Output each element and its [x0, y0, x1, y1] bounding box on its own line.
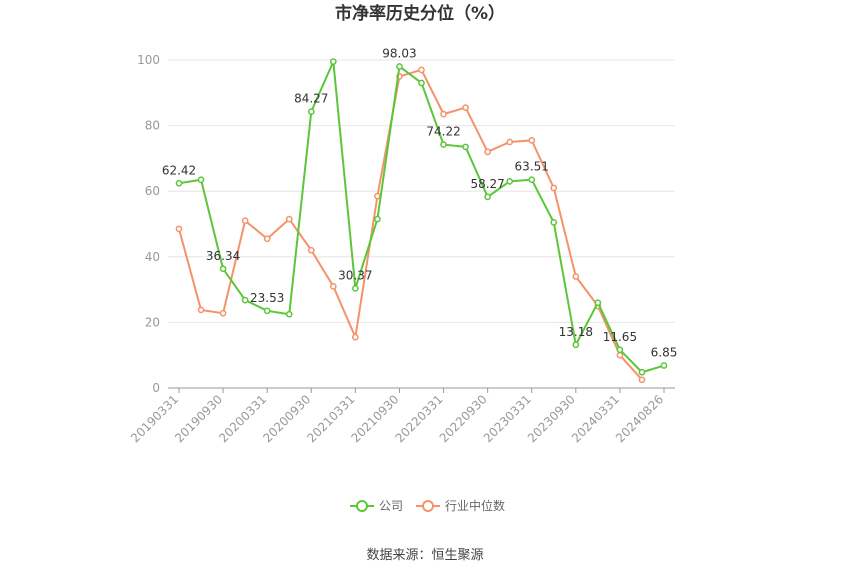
data-label: 30.37	[338, 268, 372, 282]
data-point[interactable]	[396, 63, 403, 70]
chart-title: 市净率历史分位（%）	[335, 3, 505, 24]
data-point[interactable]	[219, 265, 227, 273]
data-point[interactable]	[285, 215, 293, 223]
y-tick-label: 0	[152, 381, 160, 395]
data-point[interactable]	[307, 108, 315, 115]
data-point[interactable]	[329, 58, 337, 65]
legend-marker	[422, 500, 434, 512]
data-label: 58.27	[470, 177, 504, 191]
data-point[interactable]	[440, 110, 447, 118]
data-label: 23.53	[250, 291, 284, 305]
data-point[interactable]	[197, 306, 205, 314]
data-label: 62.42	[162, 163, 196, 177]
series-lines	[175, 58, 668, 384]
data-point[interactable]	[528, 176, 536, 184]
data-point[interactable]	[352, 333, 359, 341]
data-point[interactable]	[616, 346, 624, 354]
data-label: 98.03	[382, 46, 416, 60]
data-point[interactable]	[418, 66, 425, 74]
data-point[interactable]	[638, 376, 646, 384]
data-label: 6.85	[651, 346, 678, 360]
data-point[interactable]	[550, 184, 558, 192]
data-label: 11.65	[603, 330, 637, 344]
data-point[interactable]	[241, 217, 249, 225]
data-point[interactable]	[175, 179, 183, 187]
series-industry-median	[175, 66, 646, 384]
data-point[interactable]	[263, 235, 271, 243]
legend-marker	[356, 500, 368, 512]
gridlines: 0 20 40 60 80 100	[137, 53, 675, 395]
data-label: 84.27	[294, 92, 328, 106]
x-tick-label: 20240826	[613, 392, 666, 445]
data-label: 74.22	[426, 125, 460, 139]
data-point[interactable]	[616, 351, 624, 359]
data-point[interactable]	[307, 246, 315, 254]
legend-label: 公司	[379, 499, 403, 513]
data-point[interactable]	[352, 285, 359, 292]
data-point[interactable]	[638, 368, 646, 376]
y-tick-label: 20	[145, 315, 160, 329]
y-tick-label: 60	[145, 184, 160, 198]
data-point[interactable]	[329, 282, 337, 290]
data-point[interactable]	[462, 143, 469, 151]
legend-item-industry-median[interactable]: 行业中位数	[416, 498, 505, 513]
y-tick-label: 40	[145, 250, 160, 264]
data-point[interactable]	[572, 341, 580, 349]
data-point[interactable]	[572, 273, 580, 280]
series-company	[175, 58, 668, 376]
data-point[interactable]	[374, 215, 381, 223]
data-label: 36.34	[206, 249, 240, 263]
data-labels: 62.42 36.34 23.53 84.27 30.37 98.03 74.22 58.27…	[162, 46, 678, 359]
data-point[interactable]	[418, 79, 425, 87]
data-point[interactable]	[660, 362, 668, 369]
data-point[interactable]	[462, 104, 469, 111]
data-point[interactable]	[285, 310, 293, 318]
legend-item-company[interactable]: 公司	[350, 499, 403, 513]
data-point[interactable]	[263, 307, 271, 315]
data-point[interactable]	[175, 225, 183, 233]
data-point[interactable]	[197, 176, 205, 184]
data-point[interactable]	[506, 178, 514, 185]
data-point[interactable]	[241, 296, 249, 304]
data-label: 63.51	[515, 160, 549, 174]
data-point[interactable]	[484, 148, 491, 156]
legend-label: 行业中位数	[445, 498, 505, 513]
data-point[interactable]	[528, 137, 536, 144]
y-tick-label: 100	[137, 53, 160, 67]
data-point[interactable]	[440, 141, 447, 148]
data-point[interactable]	[374, 192, 381, 200]
data-point[interactable]	[594, 299, 602, 307]
legend[interactable]: 公司 行业中位数	[350, 498, 505, 513]
y-tick-label: 80	[145, 119, 160, 133]
axes: 2019033120190930202003312020093020210331…	[128, 387, 675, 445]
data-label: 13.18	[559, 325, 593, 339]
data-point[interactable]	[550, 219, 558, 226]
source-note: 数据来源：恒生聚源	[366, 548, 483, 563]
series-line	[178, 68, 643, 381]
data-point[interactable]	[219, 309, 227, 317]
data-point[interactable]	[506, 138, 514, 146]
data-point[interactable]	[484, 193, 491, 201]
